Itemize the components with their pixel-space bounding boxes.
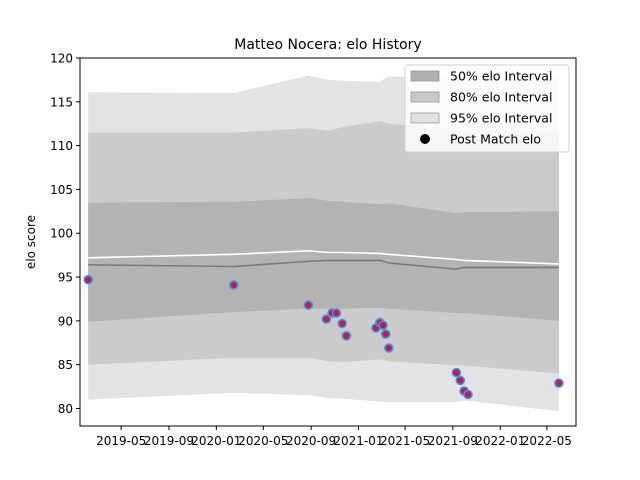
y-tick-label: 80 [58,402,73,416]
median-line [88,259,559,271]
y-tick-label: 115 [50,95,73,109]
post-match-point [554,378,564,388]
x-tick-label: 2020-01 [191,434,241,448]
x-tick-label: 2019-05 [96,434,146,448]
post-match-point [321,314,332,324]
chart-title: Matteo Nocera: elo History [234,37,421,53]
x-tick-label: 2021-05 [380,434,430,448]
interval-bands [88,75,559,412]
y-axis: 80 85 90 95 100 105 110 115 120 [50,52,80,416]
post-match-point [383,343,394,353]
mean-line [88,249,559,265]
x-axis: 2019-052019-092020-012020-052020-092021-… [96,426,572,448]
x-tick-label: 2020-05 [238,434,288,448]
post-match-point [341,330,352,341]
legend-swatch [410,112,440,124]
post-match-point [337,318,348,329]
legend: 50% elo Interval 80% elo Interval 95% elo … [404,64,570,153]
legend-marker [420,134,430,144]
legend-swatch [410,70,440,82]
legend-label: 95% elo Interval [450,111,552,126]
y-tick-label: 105 [50,183,73,197]
y-tick-label: 95 [58,271,73,285]
post-match-point [303,300,314,310]
y-tick-label: 120 [50,52,73,66]
y-tick-label: 100 [50,227,73,241]
post-match-point [83,274,93,285]
trend-lines [88,249,559,271]
post-match-points [83,274,564,400]
x-tick-label: 2021-01 [333,434,383,448]
x-tick-label: 2020-09 [286,434,336,448]
post-match-point [380,329,391,339]
legend-label: Post Match elo [450,132,541,147]
y-tick-label: 110 [50,139,73,153]
post-match-point [451,367,462,378]
post-match-point [455,375,466,386]
legend-swatch [410,91,440,103]
legend-label: 80% elo Interval [450,90,552,105]
post-match-point [463,389,473,400]
y-tick-label: 85 [58,358,73,372]
post-match-point [229,280,239,290]
legend-box [404,64,570,153]
y-tick-label: 90 [58,314,73,328]
x-tick-label: 2022-05 [522,434,572,448]
plot-frame [79,57,577,427]
y-axis-label: elo score [24,215,38,269]
legend-label: 50% elo Interval [450,69,552,84]
x-tick-label: 2019-09 [144,434,194,448]
post-match-point [331,308,342,318]
post-match-point [378,320,388,331]
x-tick-label: 2021-09 [428,434,478,448]
x-tick-label: 2022-01 [475,434,525,448]
